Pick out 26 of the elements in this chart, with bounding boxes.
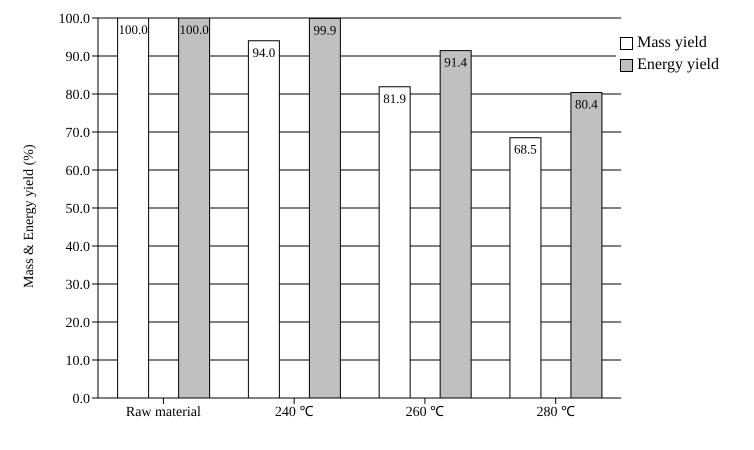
y-tick-label: 50.0 bbox=[66, 202, 90, 217]
y-axis-title: Mass & Energy yield (%) bbox=[22, 144, 37, 288]
x-tick-label: 260 ℃ bbox=[406, 404, 444, 420]
y-tick-label: 70.0 bbox=[66, 126, 90, 141]
y-tick-label: 20.0 bbox=[66, 316, 90, 331]
data-label: 100.0 bbox=[118, 22, 148, 37]
y-tick-label: 0.0 bbox=[72, 392, 90, 407]
y-tick-label: 80.0 bbox=[66, 88, 90, 103]
y-tick-label: 60.0 bbox=[66, 164, 90, 179]
y-tick-label: 40.0 bbox=[66, 240, 90, 255]
data-label: 80.4 bbox=[575, 96, 598, 112]
y-tick-label: 10.0 bbox=[66, 354, 90, 369]
data-label: 81.9 bbox=[383, 90, 406, 106]
data-label: 99.9 bbox=[314, 22, 336, 38]
y-tick-label: 30.0 bbox=[66, 278, 90, 293]
data-label: 100.0 bbox=[179, 22, 209, 37]
x-tick-label: Raw material bbox=[126, 404, 202, 420]
data-label: 91.4 bbox=[444, 54, 468, 70]
y-tick-label: 90.0 bbox=[66, 50, 90, 65]
x-tick-label: 240 ℃ bbox=[274, 404, 314, 420]
data-label: 68.5 bbox=[514, 142, 537, 157]
legend-label: Mass yield bbox=[637, 34, 707, 52]
data-label: 94.0 bbox=[252, 44, 276, 60]
legend-label: Energy yield bbox=[637, 56, 719, 74]
y-tick-label: 100.0 bbox=[58, 12, 90, 27]
x-tick-label: 280 ℃ bbox=[536, 404, 575, 420]
